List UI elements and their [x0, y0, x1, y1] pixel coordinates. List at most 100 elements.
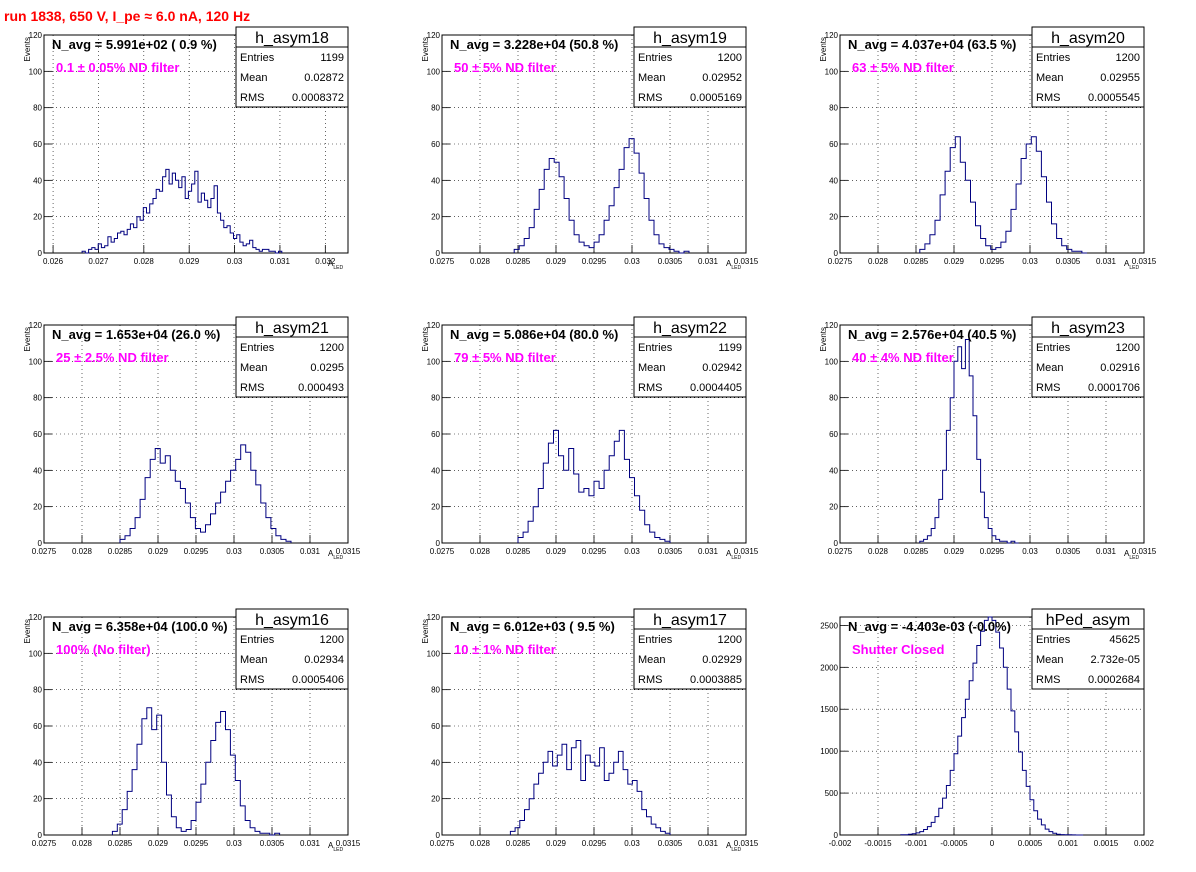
x-axis-title-main: A: [328, 549, 334, 558]
filter-annotation: 79 ± 5% ND filter: [454, 350, 556, 365]
y-tick-label: 60: [33, 140, 42, 149]
stats-label: Entries: [1036, 634, 1071, 646]
x-tick-label: 0.0295: [980, 547, 1005, 556]
x-tick-label: 0.03: [624, 839, 640, 848]
x-tick-label: 0.029: [179, 257, 200, 266]
x-tick-label: 0.0005: [1018, 839, 1043, 848]
x-tick-label: 0.0305: [1056, 257, 1081, 266]
stats-label: Mean: [638, 72, 666, 84]
stats-label: Entries: [240, 634, 275, 646]
y-tick-label: 100: [427, 67, 441, 76]
stats-label: Entries: [1036, 52, 1071, 64]
stats-box: [1031, 316, 1145, 398]
y-tick-label: 0: [436, 539, 441, 548]
stats-value: 1200: [1116, 52, 1140, 64]
stats-label: Mean: [638, 362, 666, 374]
y-tick-label: 20: [431, 795, 440, 804]
n-avg-label: N_avg = 6.012e+03 ( 9.5 %): [450, 619, 615, 634]
x-axis-title-main: A: [1124, 549, 1130, 558]
histogram-name: h_asym19: [653, 30, 727, 47]
y-tick-label: 80: [33, 394, 42, 403]
stats-label: Entries: [1036, 342, 1071, 354]
x-tick-label: 0.03: [1022, 547, 1038, 556]
x-axis-title: ALED: [726, 841, 741, 853]
x-tick-label: 0.03: [226, 547, 242, 556]
x-tick-label: 0.0315: [734, 257, 759, 266]
y-tick-label: 60: [829, 140, 838, 149]
x-tick-label: 0.0315: [336, 547, 361, 556]
x-tick-label: 0.029: [546, 547, 567, 556]
y-tick-label: 40: [431, 176, 440, 185]
y-tick-label: 20: [829, 213, 838, 222]
x-tick-label: 0.0275: [430, 547, 455, 556]
x-tick-label: 0.0315: [734, 547, 759, 556]
y-tick-label: 120: [29, 613, 43, 622]
stats-value: 0.0005406: [292, 674, 344, 686]
stats-label: Entries: [638, 52, 673, 64]
stats-value: 0.000493: [298, 382, 344, 394]
filter-annotation: 100% (No filter): [56, 642, 151, 657]
x-tick-label: 0.0295: [980, 257, 1005, 266]
histogram-panel: 0.0275 0.028 0.0285 0.029 0.0295 0.03 0.0305 0.…: [421, 316, 759, 561]
x-tick-label: 0.0295: [582, 839, 607, 848]
histogram-outline: [919, 136, 1087, 254]
y-tick-label: 100: [29, 649, 43, 658]
x-tick-label: 0.0295: [582, 547, 607, 556]
x-tick-label: 0.0305: [658, 547, 683, 556]
y-tick-label: 60: [33, 430, 42, 439]
x-tick-label: 0.0295: [184, 547, 209, 556]
x-axis-title-subscript: LED: [731, 555, 741, 561]
x-tick-label: 0.029: [148, 547, 169, 556]
histogram-outline: [119, 444, 292, 543]
histogram-panel: 0.0275 0.028 0.0285 0.029 0.0295 0.03 0.0305 0.…: [819, 316, 1157, 561]
stats-label: RMS: [1036, 92, 1060, 104]
y-tick-label: 120: [29, 321, 43, 330]
histogram-outline: [513, 138, 690, 254]
y-tick-label: 40: [431, 466, 440, 475]
filter-annotation: 63 ± 5% ND filter: [852, 60, 954, 75]
histogram-outline: [509, 740, 671, 835]
x-tick-label: 0.0285: [904, 547, 929, 556]
histogram-outline: [111, 707, 281, 836]
y-tick-label: 80: [33, 686, 42, 695]
y-tick-label: 120: [427, 31, 441, 40]
y-tick-label: 100: [427, 649, 441, 658]
histogram-name: h_asym23: [1051, 320, 1125, 337]
x-axis-title-subscript: LED: [333, 265, 343, 271]
stats-value: 1200: [320, 634, 344, 646]
x-tick-label: 0.031: [1096, 547, 1117, 556]
x-tick-label: 0.031: [698, 839, 719, 848]
y-tick-label: 20: [33, 795, 42, 804]
x-axis-title: ALED: [1124, 549, 1139, 561]
x-axis-title-subscript: LED: [333, 555, 343, 561]
stats-value: 1199: [320, 52, 344, 64]
stats-value: 0.0003885: [690, 674, 742, 686]
x-axis-title-main: A: [328, 841, 334, 850]
x-axis-title-main: A: [726, 259, 732, 268]
stats-label: RMS: [240, 92, 264, 104]
stats-value: 45625: [1109, 634, 1140, 646]
stats-label: RMS: [638, 92, 662, 104]
x-tick-label: 0.031: [698, 257, 719, 266]
y-tick-label: 80: [829, 104, 838, 113]
x-tick-label: 0.031: [270, 257, 291, 266]
x-tick-label: 0.0305: [658, 257, 683, 266]
x-tick-label: 0.0295: [184, 839, 209, 848]
histogram-panel: 0.026 0.027 0.028 0.029 0.03 0.031 0.032 0 20 40 6…: [23, 26, 349, 271]
stats-label: RMS: [1036, 382, 1060, 394]
stats-value: 0.0008372: [292, 92, 344, 104]
x-tick-label: 0.028: [868, 547, 889, 556]
y-tick-label: 0: [436, 249, 441, 258]
y-axis-title: Events: [819, 37, 828, 61]
stats-value: 0.02934: [304, 654, 344, 666]
stats-value: 2.732e-05: [1090, 654, 1140, 666]
x-tick-label: 0.0315: [336, 839, 361, 848]
x-tick-label: 0.0305: [1056, 547, 1081, 556]
filter-annotation: 50 ± 5% ND filter: [454, 60, 556, 75]
histogram-panel: 0.0275 0.028 0.0285 0.029 0.0295 0.03 0.0305 0.…: [421, 608, 759, 853]
histogram-outline: [919, 339, 1019, 544]
histogram-panel: 0.0275 0.028 0.0285 0.029 0.0295 0.03 0.0305 0.…: [819, 26, 1157, 271]
y-tick-label: 100: [29, 67, 43, 76]
stats-box: [235, 26, 349, 108]
